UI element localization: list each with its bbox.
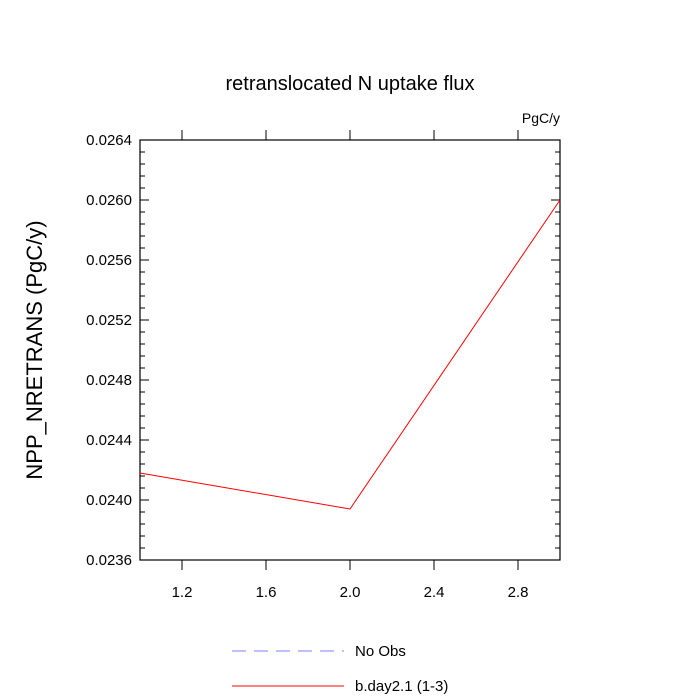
x-tick-label: 2.8 [508, 584, 529, 601]
y-tick-label: 0.0240 [86, 492, 132, 509]
plot-frame [139, 139, 561, 561]
x-tick-label: 2.4 [424, 584, 445, 601]
legend-label: b.day2.1 (1-3) [355, 678, 448, 695]
legend-label: No Obs [355, 643, 406, 660]
legend: No Obs b.day2.1 (1-3) [232, 643, 448, 695]
x-tick-labels: 1.2 1.6 2.0 2.4 2.8 [172, 584, 529, 601]
series-lines [139, 199, 561, 510]
series-line [139, 199, 561, 510]
y-tick-labels: 0.0236 0.0240 0.0244 0.0248 0.0252 0.0256 0.02… [86, 132, 132, 569]
y-axis-label: NPP_NRETRANS (PgC/y) [22, 220, 47, 479]
chart-title: retranslocated N uptake flux [225, 73, 474, 95]
y-tick-label: 0.0260 [86, 192, 132, 209]
x-tick-label: 1.2 [172, 584, 193, 601]
y-tick-label: 0.0256 [86, 252, 132, 269]
axis-ticks [140, 130, 560, 570]
y-tick-label: 0.0252 [86, 312, 132, 329]
x-tick-label: 1.6 [256, 584, 277, 601]
y-tick-label: 0.0236 [86, 552, 132, 569]
y-tick-label: 0.0248 [86, 372, 132, 389]
x-tick-label: 2.0 [340, 584, 361, 601]
y-tick-label: 0.0244 [86, 432, 132, 449]
y-tick-label: 0.0264 [86, 132, 132, 149]
units-label: PgC/y [522, 110, 560, 126]
